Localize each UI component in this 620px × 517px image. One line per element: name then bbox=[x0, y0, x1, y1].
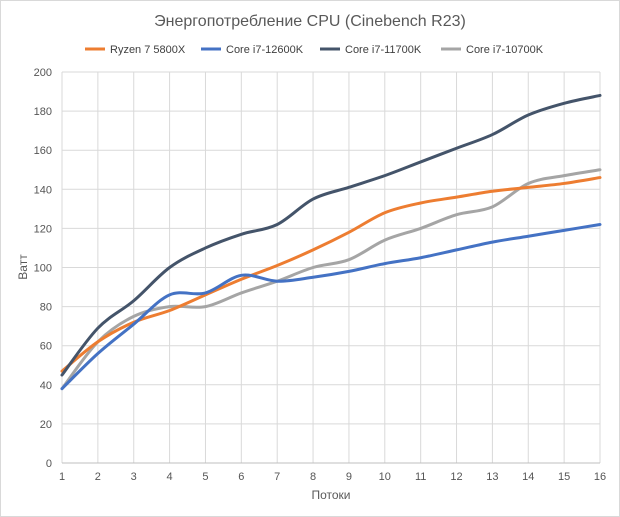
y-tick-label: 0 bbox=[46, 458, 52, 470]
y-tick-label: 20 bbox=[40, 419, 52, 431]
x-tick-label: 4 bbox=[167, 471, 173, 483]
y-tick-label: 80 bbox=[40, 302, 52, 314]
x-tick-label: 12 bbox=[450, 471, 462, 483]
x-tick-label: 7 bbox=[274, 471, 280, 483]
x-tick-label: 3 bbox=[131, 471, 137, 483]
series-line-core-i7-11700k bbox=[60, 93, 602, 377]
x-tick-label: 11 bbox=[415, 471, 426, 483]
chart-title: Энергопотребление CPU (Cinebench R23) bbox=[154, 13, 466, 30]
legend-label: Ryzen 7 5800X bbox=[110, 44, 186, 56]
x-tick-label: 13 bbox=[486, 471, 498, 483]
x-tick-label: 6 bbox=[238, 471, 244, 483]
x-tick-label: 8 bbox=[310, 471, 316, 483]
x-tick-label: 5 bbox=[202, 471, 208, 483]
x-axis-label: Потоки bbox=[311, 488, 350, 502]
x-tick-label: 2 bbox=[95, 471, 101, 483]
x-tick-label: 1 bbox=[59, 471, 65, 483]
legend-label: Core i7-10700K bbox=[466, 44, 544, 56]
y-axis-label: Ватт bbox=[16, 254, 30, 280]
y-tick-label: 120 bbox=[34, 223, 52, 235]
legend-label: Core i7-12600K bbox=[226, 44, 304, 56]
y-tick-label: 180 bbox=[34, 106, 52, 118]
legend: Ryzen 7 5800X Core i7-12600K Core i7-11700… bbox=[85, 44, 544, 56]
x-tick-label: 16 bbox=[594, 471, 606, 483]
series-line-ryzen-7-5800x bbox=[60, 176, 602, 373]
x-tick-label: 14 bbox=[522, 471, 534, 483]
y-tick-label: 100 bbox=[34, 263, 52, 275]
series-line-core-i7-12600k bbox=[60, 222, 602, 391]
y-tick-label: 40 bbox=[40, 380, 52, 392]
y-tick-label: 200 bbox=[34, 67, 52, 79]
y-tick-label: 140 bbox=[34, 184, 52, 196]
legend-label: Core i7-11700K bbox=[345, 44, 422, 56]
x-tick-label: 9 bbox=[346, 471, 352, 483]
y-tick-label: 160 bbox=[34, 145, 52, 157]
x-tick-label: 10 bbox=[379, 471, 391, 483]
y-tick-label: 60 bbox=[40, 341, 52, 353]
series-layer bbox=[60, 93, 602, 391]
x-tick-label: 15 bbox=[558, 471, 570, 483]
